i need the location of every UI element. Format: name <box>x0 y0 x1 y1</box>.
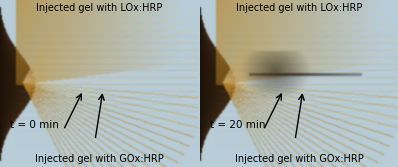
Text: Injected gel with LOx:HRP: Injected gel with LOx:HRP <box>36 3 162 13</box>
Text: t = 0 min: t = 0 min <box>10 120 59 130</box>
Text: Injected gel with GOx:HRP: Injected gel with GOx:HRP <box>235 154 363 164</box>
Text: Injected gel with LOx:HRP: Injected gel with LOx:HRP <box>236 3 362 13</box>
Text: t = 20 min: t = 20 min <box>210 120 265 130</box>
Text: Injected gel with GOx:HRP: Injected gel with GOx:HRP <box>35 154 163 164</box>
